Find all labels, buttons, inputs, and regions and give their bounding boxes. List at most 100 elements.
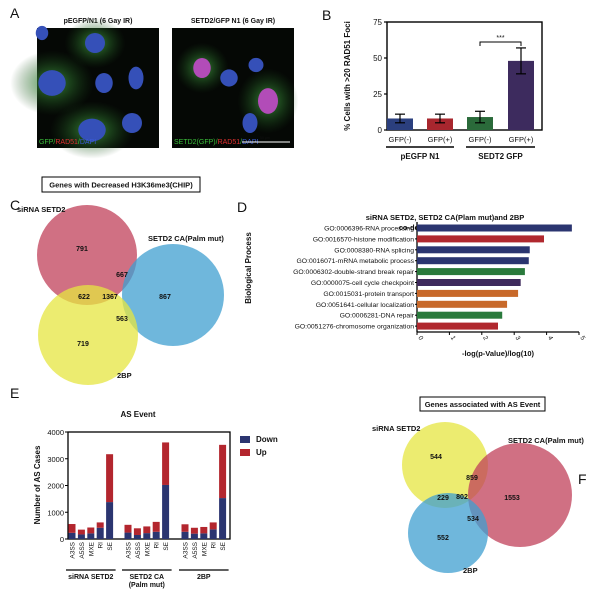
panel-label-d: D	[237, 199, 247, 215]
legend-swatch	[240, 436, 250, 443]
chart-title: AS Event	[120, 410, 155, 419]
x-tick-label: GFP(-)	[389, 135, 412, 144]
bar-segment-up	[200, 526, 208, 534]
y-tick-label: GO:0006396-RNA processing	[324, 226, 414, 233]
venn-set-label: siRNA SETD2	[17, 205, 65, 214]
bar-segment-up	[77, 529, 85, 535]
plot-frame	[67, 431, 231, 540]
bar-segment-down	[87, 533, 95, 539]
venn-set-label: SETD2 CA(Palm mut)	[508, 436, 584, 445]
bar-segment-up	[152, 521, 160, 532]
venn-count-ca-only: 1553	[504, 495, 520, 502]
bar-segment-down	[68, 532, 76, 539]
panel-label-e: E	[10, 385, 19, 401]
cell-nucleus	[258, 88, 278, 114]
chart-title: siRNA SETD2, SETD2 CA(Plam mut)and 2BP	[366, 213, 525, 222]
bar-segment-up	[87, 527, 95, 534]
cell-nucleus	[78, 118, 106, 142]
x-tick-label: A3SS	[126, 541, 133, 558]
bar-segment-up	[209, 522, 217, 530]
bar	[417, 289, 519, 297]
y-tick-label: 2000	[47, 482, 64, 491]
venn-set-label: 2BP	[117, 371, 132, 380]
y-tick-label: 75	[373, 18, 382, 27]
group-label: SEDT2 GFP	[478, 152, 523, 161]
y-tick-label: 0	[378, 126, 383, 135]
x-tick-label: RI	[211, 542, 218, 549]
cell-nucleus	[193, 58, 211, 78]
venn-count-all: 802	[456, 494, 468, 501]
cell-nucleus	[95, 73, 113, 93]
x-tick-label: RI	[98, 542, 105, 549]
cell-nucleus	[242, 113, 258, 133]
y-tick-label: GO:0015031-protein transport	[323, 291, 414, 298]
y-tick-label: GO:0016570-histone modification	[313, 236, 414, 243]
micrograph-title: SETD2/GFP N1 (6 Gay IR)	[191, 18, 275, 25]
group-label: pEGFP N1	[401, 152, 441, 161]
bar-segment-up	[162, 442, 170, 485]
panel-label-c: C	[10, 197, 20, 213]
venn-circle	[37, 205, 137, 305]
bar	[427, 118, 453, 130]
y-tick-label: 4000	[47, 428, 64, 437]
y-tick-label: GO:0051276-chromosome organization	[295, 324, 415, 331]
bar-segment-up	[133, 528, 141, 535]
venn-set-label: 2BP	[463, 566, 478, 575]
y-axis-label: % Cells with >20 RAD51 Foci	[343, 21, 352, 131]
venn-circle	[468, 443, 572, 547]
bar-segment-up	[143, 526, 151, 534]
y-tick-label: 25	[373, 90, 382, 99]
venn-count-sirna-ca: 667	[116, 272, 128, 279]
bar-segment-down	[96, 527, 104, 539]
cell-nucleus	[38, 70, 66, 96]
y-axis-label: Biological Process	[244, 232, 253, 304]
x-tick-label: GFP(+)	[428, 135, 453, 144]
significance-bracket	[479, 41, 522, 46]
cell-nucleus	[122, 113, 142, 133]
y-tick-label: 1000	[47, 508, 64, 517]
y-tick-label: GO:0006281-DNA repair	[340, 313, 415, 320]
x-tick-label: SE	[220, 541, 227, 550]
bar	[387, 118, 413, 130]
cell-nucleus	[128, 66, 144, 90]
venn-circle	[38, 285, 138, 385]
bar	[417, 224, 572, 232]
y-tick-label: GO:0016071-mRNA metabolic process	[297, 258, 415, 265]
channel-legend: GFP/RAD51/DAPI	[39, 139, 96, 146]
venn-count-sirna-only: 544	[430, 454, 442, 461]
y-tick-label: 50	[373, 54, 382, 63]
bar-segment-down	[106, 502, 114, 539]
venn-title: Genes with Decreased H3K36me3(CHIP)	[49, 181, 193, 190]
panel-label-b: B	[322, 7, 331, 23]
micrograph-image: GFP/RAD51/DAPI	[10, 17, 159, 159]
y-tick-label: GO:0051641-cellular localization	[316, 302, 414, 309]
x-tick-label: MXE	[201, 541, 208, 556]
channel-label: /	[53, 139, 55, 146]
bar-segment-down	[124, 532, 132, 539]
bar	[467, 117, 493, 130]
venn-count-sirna-2bp: 622	[78, 294, 90, 301]
x-tick-label: 4	[546, 335, 554, 342]
legend-label: Up	[256, 448, 267, 457]
venn-circle	[408, 493, 488, 573]
venn-set-label: SETD2 CA(Palm mut)	[148, 234, 224, 243]
y-tick-label: GO:0008380-RNA splicing	[334, 247, 414, 254]
bar-segment-down	[162, 484, 170, 539]
y-axis-label: Number of AS Cases	[33, 445, 42, 524]
venn-count-ca-only: 867	[159, 294, 171, 301]
venn-count-sirna-2bp: 229	[437, 495, 449, 502]
venn-count-sirna-ca: 859	[466, 475, 478, 482]
bar-segment-down	[219, 498, 227, 539]
channel-label: RAD51	[55, 139, 78, 146]
x-tick-label: MXE	[88, 541, 95, 556]
bar	[417, 257, 529, 265]
bar-segment-up	[68, 524, 76, 533]
x-tick-label: GFP(-)	[469, 135, 492, 144]
bar	[417, 279, 521, 286]
x-tick-label: GFP(+)	[509, 135, 534, 144]
channel-label: SETD2(GFP)	[174, 139, 216, 146]
bar	[417, 300, 508, 308]
venn-circle	[122, 244, 224, 346]
